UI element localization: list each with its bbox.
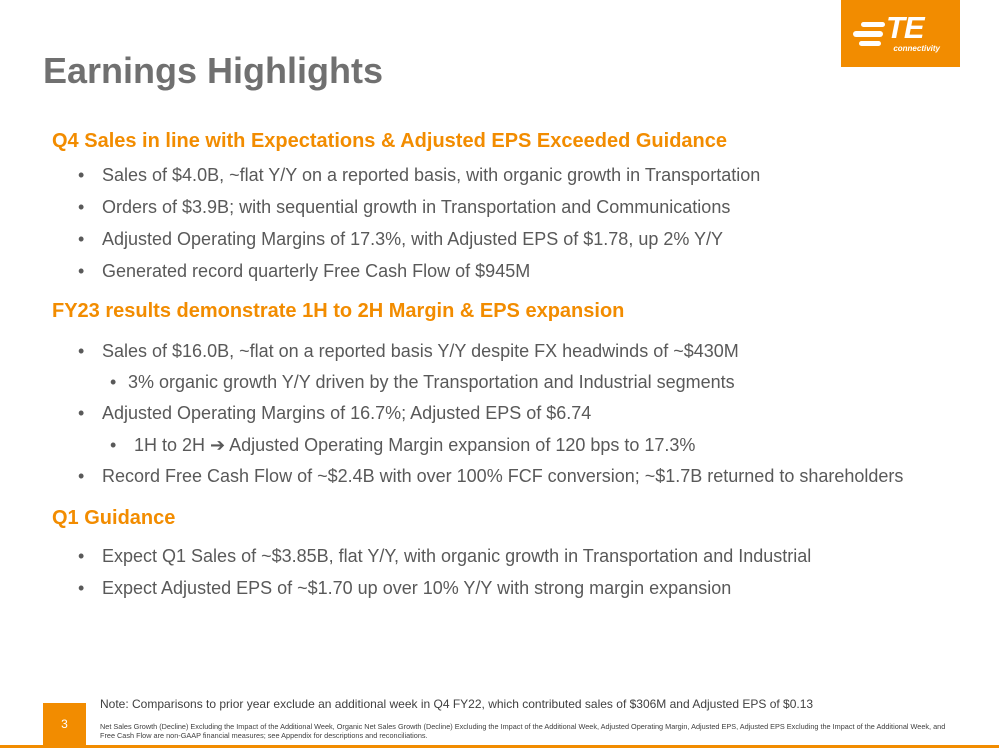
list-item: • Expect Adjusted EPS of ~$1.70 up over … bbox=[78, 578, 732, 599]
fine-print: Net Sales Growth (Decline) Excluding the… bbox=[100, 722, 946, 740]
list-item-text: 3% organic growth Y/Y driven by the Tran… bbox=[128, 372, 735, 392]
list-item: • Sales of $4.0B, ~flat Y/Y on a reporte… bbox=[78, 165, 761, 186]
list-item-text: 1H to 2H ➔ Adjusted Operating Margin exp… bbox=[134, 435, 696, 455]
bullet-icon: • bbox=[78, 197, 85, 217]
list-item-text: Orders of $3.9B; with sequential growth … bbox=[102, 197, 731, 217]
section-heading-fy23: FY23 results demonstrate 1H to 2H Margin… bbox=[52, 300, 625, 322]
list-item: • Expect Q1 Sales of ~$3.85B, flat Y/Y, … bbox=[78, 546, 812, 567]
list-item: • Sales of $16.0B, ~flat on a reported b… bbox=[78, 341, 739, 362]
logo-text: TE bbox=[886, 10, 925, 45]
list-item-text: Expect Adjusted EPS of ~$1.70 up over 10… bbox=[102, 578, 732, 598]
section-heading-q4: Q4 Sales in line with Expectations & Adj… bbox=[52, 130, 728, 152]
bullet-icon: • bbox=[78, 403, 85, 423]
list-item: • Orders of $3.9B; with sequential growt… bbox=[78, 197, 731, 218]
bullet-icon: • bbox=[78, 229, 85, 249]
bullet-icon: • bbox=[110, 372, 117, 392]
bullet-icon: • bbox=[78, 261, 85, 281]
list-item-text: Record Free Cash Flow of ~$2.4B with ove… bbox=[102, 466, 904, 486]
bullet-icon: • bbox=[78, 546, 85, 566]
bullet-icon: • bbox=[110, 435, 117, 455]
bullet-icon: • bbox=[78, 165, 85, 185]
logo-bars-icon bbox=[853, 22, 885, 46]
list-item: • Adjusted Operating Margins of 17.3%, w… bbox=[78, 229, 724, 250]
list-item-sub: • 1H to 2H ➔ Adjusted Operating Margin e… bbox=[110, 435, 696, 456]
list-item: • Record Free Cash Flow of ~$2.4B with o… bbox=[78, 466, 904, 487]
list-item-text: Generated record quarterly Free Cash Flo… bbox=[102, 261, 531, 281]
page-title: Earnings Highlights bbox=[43, 50, 384, 91]
bullet-icon: • bbox=[78, 578, 85, 598]
page-number: 3 bbox=[43, 703, 86, 745]
list-item: • Generated record quarterly Free Cash F… bbox=[78, 261, 531, 282]
list-item-text: Expect Q1 Sales of ~$3.85B, flat Y/Y, wi… bbox=[102, 546, 812, 566]
bullet-icon: • bbox=[78, 341, 85, 361]
footnote: Note: Comparisons to prior year exclude … bbox=[100, 697, 814, 711]
section-heading-q1: Q1 Guidance bbox=[52, 507, 176, 529]
footer-divider bbox=[0, 745, 999, 748]
list-item-text: Adjusted Operating Margins of 16.7%; Adj… bbox=[102, 403, 592, 423]
bullet-icon: • bbox=[78, 466, 85, 486]
te-connectivity-logo: TE connectivity bbox=[841, 0, 960, 67]
list-item-text: Adjusted Operating Margins of 17.3%, wit… bbox=[102, 229, 724, 249]
list-item-text: Sales of $4.0B, ~flat Y/Y on a reported … bbox=[102, 165, 761, 185]
list-item-sub: • 3% organic growth Y/Y driven by the Tr… bbox=[110, 372, 735, 393]
list-item-text: Sales of $16.0B, ~flat on a reported bas… bbox=[102, 341, 739, 361]
logo-subtext: connectivity bbox=[893, 44, 940, 53]
list-item: • Adjusted Operating Margins of 16.7%; A… bbox=[78, 403, 592, 424]
